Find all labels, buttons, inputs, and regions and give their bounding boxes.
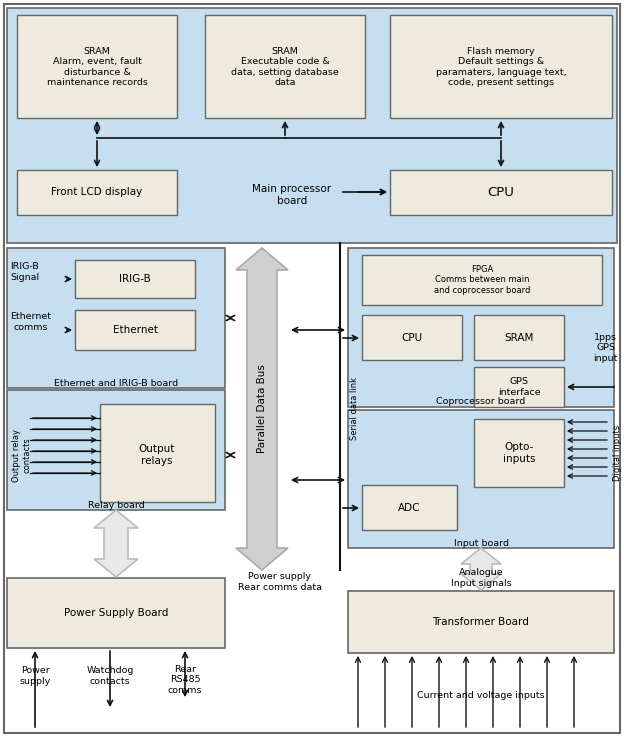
Bar <box>205 15 365 118</box>
Bar <box>75 260 195 298</box>
Bar <box>17 15 177 118</box>
Polygon shape <box>94 510 138 577</box>
Text: Power Supply Board: Power Supply Board <box>64 608 168 618</box>
Text: SRAM
Executable code &
data, setting database
data: SRAM Executable code & data, setting dat… <box>231 47 339 87</box>
Text: Output relay
contacts: Output relay contacts <box>12 429 31 481</box>
Bar <box>390 15 612 118</box>
Bar <box>474 367 564 407</box>
Bar <box>17 170 177 215</box>
Text: Transformer Board: Transformer Board <box>432 617 529 627</box>
Text: SRAM: SRAM <box>504 333 534 343</box>
Text: 1pps
GPS
input: 1pps GPS input <box>593 333 618 363</box>
Bar <box>7 248 225 388</box>
Bar <box>348 591 614 653</box>
Text: GPS
interface: GPS interface <box>498 377 540 397</box>
Text: Ethernet and IRIG-B board: Ethernet and IRIG-B board <box>54 379 178 387</box>
Text: Main processor
board: Main processor board <box>253 184 331 206</box>
Text: SRAM
Alarm, event, fault
disturbance &
maintenance records: SRAM Alarm, event, fault disturbance & m… <box>47 47 147 87</box>
Text: Input board: Input board <box>454 539 509 548</box>
Text: CPU: CPU <box>401 333 422 343</box>
Bar <box>7 8 617 243</box>
Text: Ethernet: Ethernet <box>112 325 157 335</box>
Text: Flash memory
Default settings &
paramaters, language text,
code, present setting: Flash memory Default settings & paramate… <box>436 47 567 87</box>
Text: IRIG-B: IRIG-B <box>119 274 151 284</box>
Bar <box>100 404 215 502</box>
Bar <box>474 419 564 487</box>
Bar <box>348 248 614 407</box>
Bar <box>7 578 225 648</box>
Bar <box>362 255 602 305</box>
Text: Coprocessor board: Coprocessor board <box>436 398 525 407</box>
Text: Front LCD display: Front LCD display <box>51 187 143 197</box>
Text: Digital inputs: Digital inputs <box>613 425 622 481</box>
Text: Ethernet
comms: Ethernet comms <box>10 312 51 331</box>
Text: IRIG-B
Signal: IRIG-B Signal <box>10 262 39 282</box>
Text: Rear
RS485
comms: Rear RS485 comms <box>168 665 202 695</box>
Text: Output
relays: Output relays <box>139 444 175 466</box>
Bar <box>75 310 195 350</box>
Bar <box>7 390 225 510</box>
Polygon shape <box>461 548 501 590</box>
Text: Power
supply: Power supply <box>19 666 51 686</box>
Bar <box>348 410 614 548</box>
Text: Relay board: Relay board <box>87 500 144 509</box>
Text: ADC: ADC <box>397 503 420 513</box>
Text: FPGA
Comms between main
and coprocessor board: FPGA Comms between main and coprocessor … <box>434 265 530 295</box>
Bar <box>362 315 462 360</box>
Text: Opto-
inputs: Opto- inputs <box>503 442 535 463</box>
Text: Current and voltage inputs: Current and voltage inputs <box>417 692 545 700</box>
Text: Power supply
Rear comms data: Power supply Rear comms data <box>238 572 322 592</box>
Bar <box>474 315 564 360</box>
Text: Parallel Data Bus: Parallel Data Bus <box>257 365 267 453</box>
Text: CPU: CPU <box>487 185 514 199</box>
Bar <box>390 170 612 215</box>
Text: Serial data link: Serial data link <box>350 378 359 441</box>
Bar <box>362 485 457 530</box>
Text: Watchdog
contacts: Watchdog contacts <box>86 666 134 686</box>
Text: Analogue
Input signals: Analogue Input signals <box>451 568 511 587</box>
Polygon shape <box>236 248 288 570</box>
